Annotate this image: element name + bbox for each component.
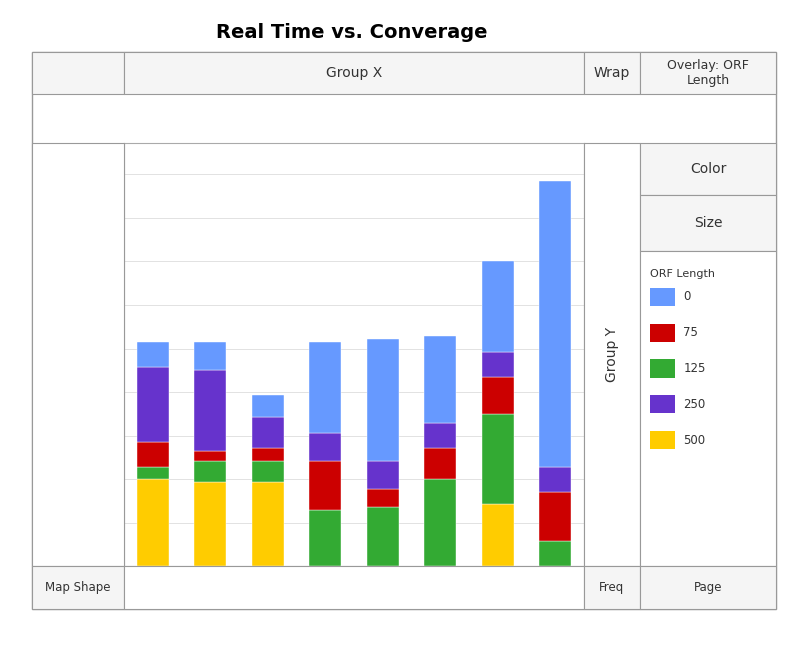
Bar — [194, 461, 226, 482]
Bar — [367, 507, 398, 566]
Bar — [539, 180, 571, 467]
Text: Map Shape: Map Shape — [46, 581, 110, 594]
Bar — [425, 479, 456, 566]
Bar — [425, 423, 456, 448]
Bar — [425, 448, 456, 479]
Text: ORF Length: ORF Length — [650, 269, 714, 279]
Bar — [194, 342, 226, 370]
Text: Freq: Freq — [599, 581, 625, 594]
Text: Color: Color — [690, 162, 726, 176]
Bar — [194, 451, 226, 461]
Text: 125: 125 — [683, 362, 706, 375]
Bar — [252, 395, 283, 417]
Bar — [539, 492, 571, 542]
Bar — [310, 461, 341, 510]
Bar — [194, 370, 226, 451]
Bar — [539, 467, 571, 492]
Bar — [137, 467, 169, 479]
Text: Page: Page — [694, 581, 722, 594]
Text: Group Y: Group Y — [605, 327, 619, 382]
Text: Wrap: Wrap — [594, 66, 630, 80]
Bar — [539, 542, 571, 566]
Bar — [252, 417, 283, 448]
Bar — [252, 448, 283, 461]
Bar — [137, 442, 169, 467]
Text: Overlay: ORF
Length: Overlay: ORF Length — [667, 59, 749, 87]
Bar — [482, 504, 514, 566]
Bar — [425, 336, 456, 423]
Text: 75: 75 — [683, 326, 698, 339]
Text: Real Time vs. Converage: Real Time vs. Converage — [216, 23, 488, 42]
Bar — [367, 461, 398, 489]
Bar — [482, 414, 514, 504]
Bar — [310, 510, 341, 566]
Bar — [367, 339, 398, 461]
Bar — [137, 479, 169, 566]
Y-axis label: Real Time: Real Time — [53, 320, 67, 389]
Bar — [367, 489, 398, 507]
Bar — [252, 482, 283, 566]
Bar — [194, 482, 226, 566]
Text: 0: 0 — [683, 290, 690, 303]
Bar — [482, 376, 514, 414]
Text: 500: 500 — [683, 434, 706, 447]
Text: Size: Size — [694, 216, 722, 230]
Bar — [137, 342, 169, 367]
Bar — [482, 262, 514, 352]
Bar — [252, 461, 283, 482]
Text: Group X: Group X — [326, 66, 382, 80]
Bar — [310, 342, 341, 432]
Bar — [137, 367, 169, 442]
Bar — [482, 352, 514, 376]
Bar — [310, 432, 341, 461]
Text: 250: 250 — [683, 398, 706, 411]
